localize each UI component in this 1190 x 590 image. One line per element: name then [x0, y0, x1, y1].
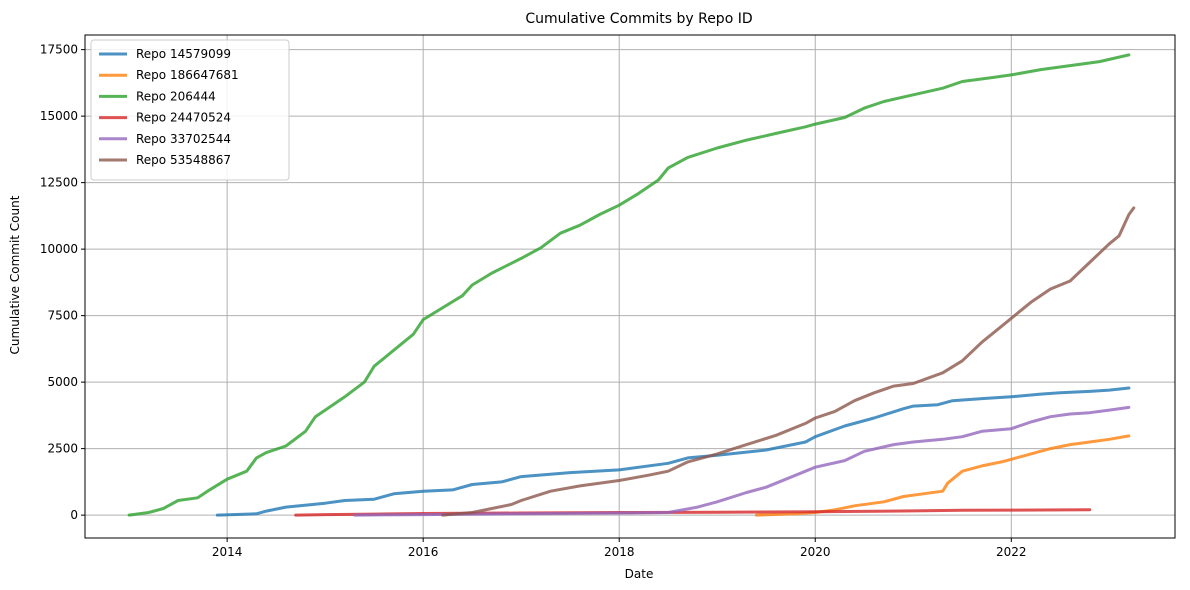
- series-line-2: [127, 53, 1131, 517]
- legend-label: Repo 14579099: [136, 47, 231, 61]
- y-tick-label: 12500: [40, 176, 78, 190]
- series-line-4: [353, 405, 1131, 517]
- y-tick-label: 7500: [47, 309, 78, 323]
- legend-label: Repo 53548867: [136, 153, 231, 167]
- y-tick-label: 17500: [40, 43, 78, 57]
- x-axis-ticks: 2014 2016 2018 2020 2022: [212, 538, 1027, 559]
- y-tick-label: 0: [70, 508, 78, 522]
- series-lines: [127, 53, 1136, 517]
- series-line-1: [754, 434, 1131, 517]
- legend-label: Repo 206444: [136, 89, 216, 103]
- legend-label: Repo 24470524: [136, 111, 231, 125]
- grid-lines: [85, 35, 1175, 538]
- legend-box: [90, 39, 290, 181]
- y-axis-ticks: 0 2500 5000 7500 10000 12500 15000 17500: [40, 43, 85, 522]
- series-line-5: [441, 206, 1136, 517]
- y-tick-label: 15000: [40, 109, 78, 123]
- y-tick-label: 10000: [40, 242, 78, 256]
- legend-label: Repo 186647681: [136, 68, 239, 82]
- x-tick-label: 2014: [212, 545, 243, 559]
- x-axis-label: Date: [625, 567, 654, 581]
- legend: Repo 14579099 Repo 186647681 Repo 206444 Re…: [90, 39, 290, 181]
- legend-label: Repo 33702544: [136, 132, 231, 146]
- x-tick-label: 2016: [408, 545, 439, 559]
- chart-title: Cumulative Commits by Repo ID: [525, 11, 752, 27]
- x-tick-label: 2020: [800, 545, 831, 559]
- y-axis-label: Cumulative Commit Count: [8, 195, 22, 354]
- y-tick-label: 2500: [47, 442, 78, 456]
- y-tick-label: 5000: [47, 375, 78, 389]
- x-tick-label: 2022: [996, 545, 1027, 559]
- plot-frame: [84, 34, 1176, 539]
- x-tick-label: 2018: [604, 545, 635, 559]
